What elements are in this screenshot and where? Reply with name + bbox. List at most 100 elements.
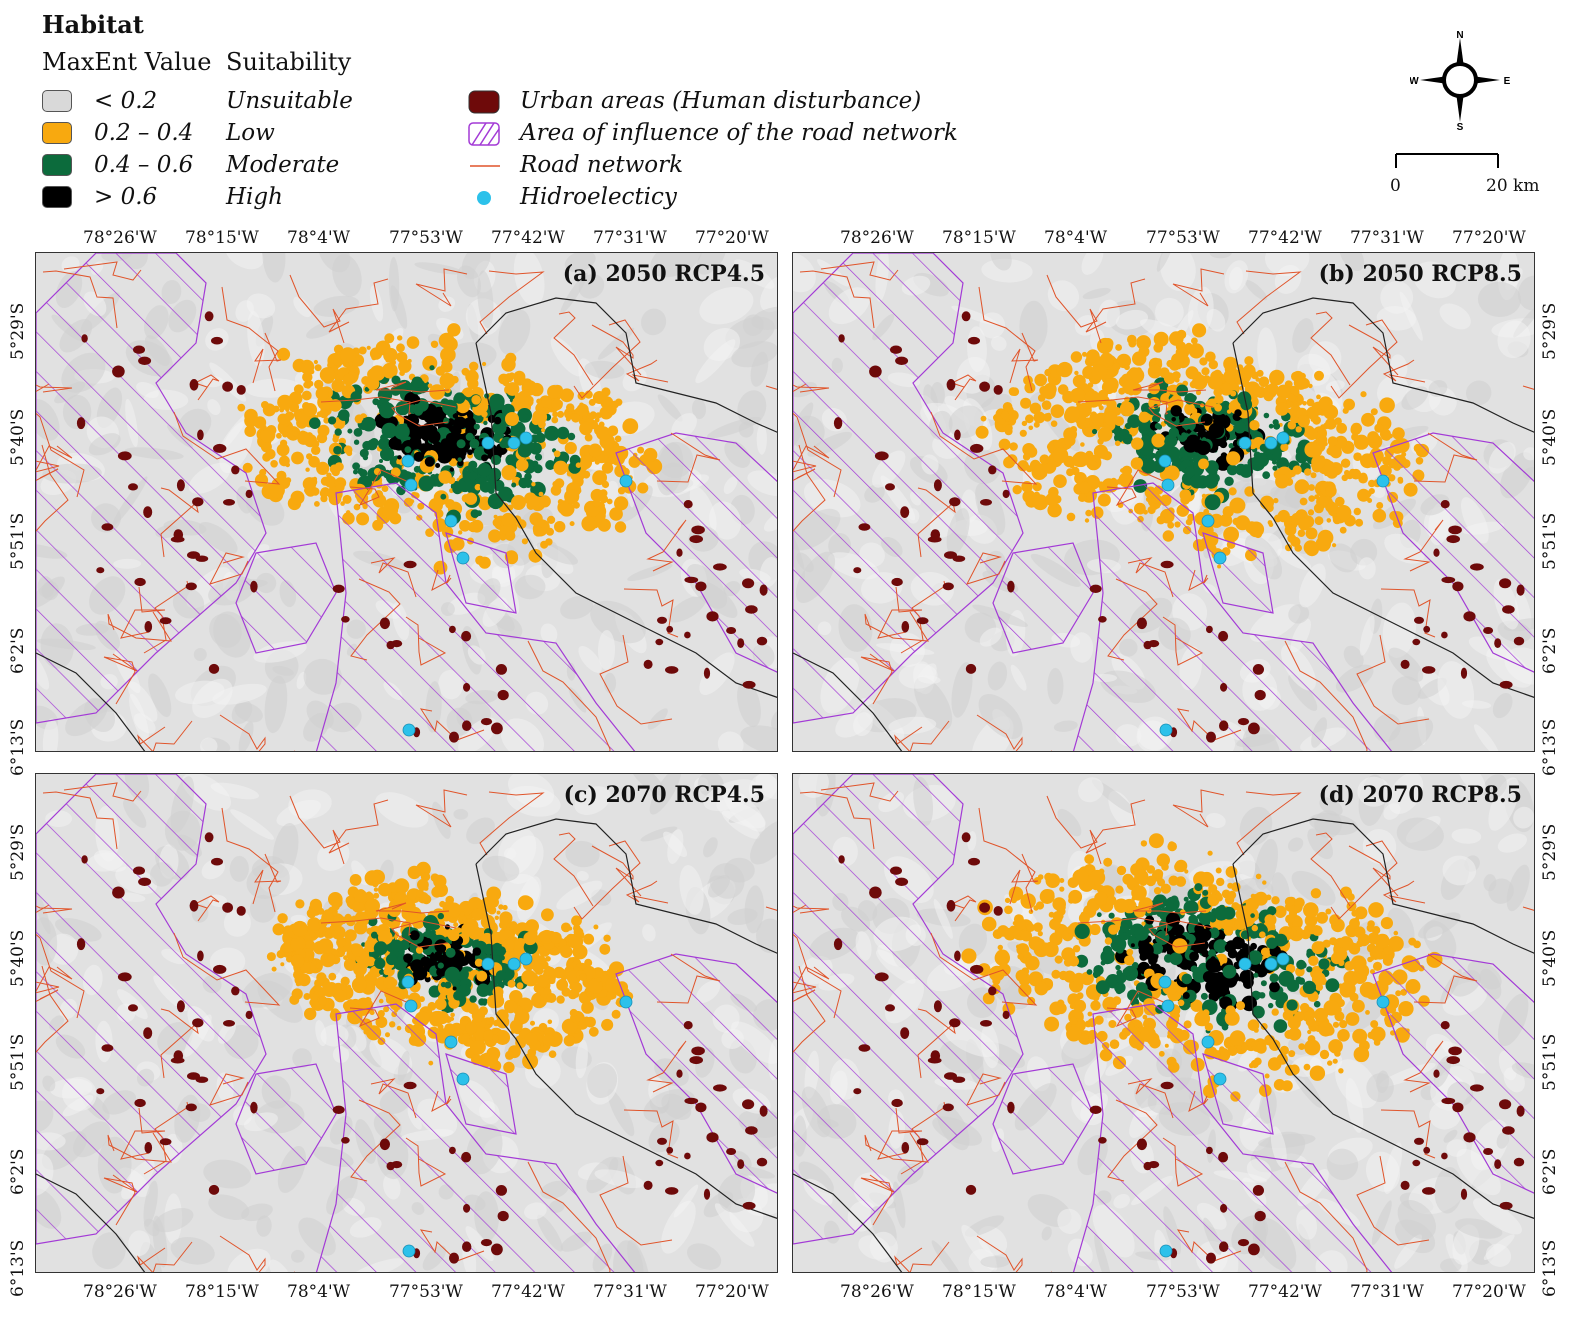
urban-areas [76,311,768,743]
legend-swatch [42,154,72,176]
administrative-boundary [36,297,777,751]
hydro-point [1201,514,1215,528]
legend-class-row: 0.2 – 0.4 Low [42,120,362,150]
longitude-tick-label: 77°42'W [491,228,565,248]
legend-swatch [42,90,72,112]
hydroelectric-points [401,431,633,737]
hydro-point [401,454,415,468]
latitude-tick-label: 5°40'S [8,408,28,466]
hydro-point [444,514,458,528]
hydro-point [1376,474,1390,488]
legend-class-row: 0.4 – 0.6 Moderate [42,152,362,182]
longitude-tick-label: 78°4'W [287,1282,351,1302]
panel-title-a: (a) 2050 RCP4.5 [562,261,765,287]
hydroelectric-points [1158,431,1390,737]
longitude-tick-label: 78°15'W [942,228,1016,248]
legend-overlay-row: Area of influence of the road network [468,120,958,150]
hydro-point [444,1035,458,1049]
hydro-point [1264,436,1278,450]
legend-class-suitability: Unsuitable [226,88,353,114]
hydro-point [507,436,521,450]
habitat-suitability-layer [975,323,1430,569]
longitude-tick-label: 78°26'W [840,228,914,248]
legend-overlay-row: Urban areas (Human disturbance) [468,88,948,118]
legend-class-row: > 0.6 High [42,184,362,214]
hydro-point [402,723,416,737]
hydro-point [1201,1035,1215,1049]
map-panel-b: (b) 2050 RCP8.5 [792,252,1535,752]
legend-overlay-label: Urban areas (Human disturbance) [520,88,922,114]
longitude-tick-label: 77°42'W [1248,228,1322,248]
map-canvas-c [36,774,777,1272]
longitude-tick-label: 77°31'W [593,228,667,248]
latitude-tick-label: 6°2'S [1540,1148,1560,1195]
legend-overlay-row: Road network [468,152,948,182]
legend-class-suitability: High [226,184,283,210]
hydro-point [1158,454,1172,468]
latitude-tick-label: 6°13'S [8,1239,28,1297]
hydro-point [456,1072,470,1086]
longitude-tick-label: 77°42'W [1248,1282,1322,1302]
longitude-tick-label: 77°20'W [695,1282,769,1302]
hydro-point [1276,431,1290,445]
compass-e: E [1504,76,1510,87]
hydro-point [619,474,633,488]
hydro-point [1238,436,1252,450]
longitude-tick-label: 78°4'W [1044,1282,1108,1302]
panel-title-d: (d) 2070 RCP8.5 [1318,782,1522,808]
hydro-point [507,957,521,971]
compass-w: W [1410,76,1419,87]
latitude-tick-label: 6°2'S [8,1148,28,1195]
hydro-point [519,431,533,445]
map-canvas-b [793,253,1534,751]
legend-class-row: < 0.2 Unsuitable [42,88,362,118]
hydro-point [404,478,418,492]
road-network [793,782,1534,1272]
hydro-point [481,436,495,450]
hydro-point [519,952,533,966]
hydro-point [1159,723,1173,737]
urban-areas [833,311,1525,743]
longitude-tick-label: 77°31'W [1350,1282,1424,1302]
legend-col-suitability: Suitability [226,48,352,76]
urban-areas [76,832,768,1264]
latitude-tick-label: 5°51'S [8,1033,28,1091]
panel-title-b: (b) 2050 RCP8.5 [1318,261,1522,287]
legend-class-value: < 0.2 [94,88,158,114]
hydro-point [1213,1072,1227,1086]
latitude-tick-label: 6°13'S [8,718,28,776]
road-influence-symbol [468,122,500,146]
urban-area-symbol [468,90,500,114]
hydro-point [1159,1244,1173,1258]
habitat-suitability-layer [266,861,634,1074]
legend-overlay-label: Area of influence of the road network [520,120,958,146]
hydro-point [401,975,415,989]
road-network [36,261,777,751]
map-panel-a: (a) 2050 RCP4.5 [35,252,778,752]
legend-class-suitability: Moderate [226,152,340,178]
legend-swatch [42,186,72,208]
map-panel-c: (c) 2070 RCP4.5 [35,773,778,1273]
administrative-boundary [793,297,1534,751]
legend-overlay-label: Hidroelecticy [520,184,677,210]
scale-end: 20 km [1486,176,1540,196]
longitude-tick-label: 78°26'W [83,228,157,248]
longitude-tick-label: 78°26'W [83,1282,157,1302]
hydro-point [1376,995,1390,1009]
hydro-point [402,1244,416,1258]
longitude-tick-label: 78°15'W [942,1282,1016,1302]
latitude-tick-label: 5°40'S [1540,408,1560,466]
latitude-tick-label: 5°40'S [8,929,28,987]
longitude-tick-label: 77°42'W [491,1282,565,1302]
latitude-tick-label: 5°40'S [1540,929,1560,987]
panel-title-c: (c) 2070 RCP4.5 [563,782,765,808]
longitude-tick-label: 77°20'W [1452,228,1526,248]
latitude-tick-label: 6°13'S [1540,718,1560,776]
compass-s: S [1457,122,1464,130]
legend-col-value: MaxEnt Value [42,48,212,76]
latitude-tick-label: 5°51'S [1540,1033,1560,1091]
longitude-tick-label: 78°15'W [185,228,259,248]
road-influence-areas [36,774,777,1272]
road-symbol [470,165,500,167]
